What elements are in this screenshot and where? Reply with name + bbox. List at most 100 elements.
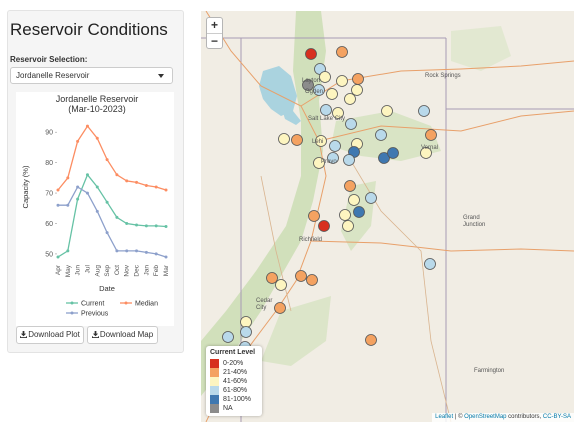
reservoir-marker[interactable] [240,326,252,338]
legend-label: 61-80% [223,387,248,394]
reservoir-select[interactable]: Jordanelle Reservoir [10,67,173,84]
data-point [154,252,158,256]
x-tick-label: Jan [143,265,150,276]
reservoir-marker[interactable] [302,79,314,91]
reservoir-marker[interactable] [345,118,357,130]
reservoir-marker[interactable] [418,105,430,117]
data-point [56,188,60,192]
reservoir-marker[interactable] [378,152,390,164]
reservoir-marker[interactable] [275,279,287,291]
map-label-grand-junction: Grand Junction [463,215,486,228]
reservoir-marker[interactable] [425,129,437,141]
reservoir-marker[interactable] [278,133,290,145]
map-label-rock-springs: Rock Springs [425,73,461,79]
data-point [95,209,99,213]
reservoir-marker[interactable] [343,154,355,166]
data-point [125,179,129,183]
x-tick-label: Sep [104,265,111,277]
y-tick-label: 80 [45,160,53,167]
reservoir-marker[interactable] [375,129,387,141]
reservoir-marker[interactable] [291,134,303,146]
legend-swatch [210,386,219,395]
zoom-in-button[interactable]: + [210,18,218,32]
chart-ylabel: Capacity (%) [21,165,30,208]
license-link[interactable]: CC-BY-SA [542,414,571,420]
map-label-ogden: Ogden [305,89,324,95]
legend-label: Median [135,301,158,308]
reservoir-marker[interactable] [329,140,341,152]
reservoir-marker[interactable] [339,209,351,221]
reservoir-marker[interactable] [319,71,331,83]
reservoir-marker[interactable] [318,220,330,232]
reservoir-marker[interactable] [327,152,339,164]
legend-marker [70,301,74,305]
leaflet-link[interactable]: Leaflet [435,414,454,420]
data-point [115,215,119,219]
legend-label: Previous [81,311,109,318]
reservoir-marker[interactable] [320,104,332,116]
reservoir-marker[interactable] [351,84,363,96]
data-point [135,249,139,253]
reservoir-marker[interactable] [308,210,320,222]
download-icon [91,331,99,338]
x-tick-label: Jun [75,265,82,276]
data-point [144,250,148,254]
reservoir-marker[interactable] [352,73,364,85]
reservoir-marker[interactable] [274,302,286,314]
reservoir-map[interactable]: Rock Springs Salt Lake City Layton Ogden… [201,11,574,422]
download-icon [20,331,28,338]
data-point [115,249,119,253]
reservoir-marker[interactable] [336,46,348,58]
reservoir-marker[interactable] [326,88,338,100]
x-tick-label: Oct [114,265,121,275]
reservoir-marker[interactable] [305,48,317,60]
chevron-down-icon [158,74,164,78]
legend-row: 0-20% [210,359,243,368]
reservoir-marker[interactable] [336,75,348,87]
reservoir-marker[interactable] [315,135,327,147]
y-tick-label: 70 [45,191,53,198]
x-tick-label: May [65,264,72,277]
reservoir-marker[interactable] [266,272,278,284]
reservoir-marker[interactable] [295,270,307,282]
x-tick-label: Feb [153,265,160,277]
reservoir-marker[interactable] [313,84,325,96]
legend-label: 21-40% [223,369,248,376]
reservoir-marker[interactable] [365,334,377,346]
legend-label: 0-20% [223,360,244,367]
data-point [144,183,148,187]
download-map-button[interactable]: Download Map [87,326,158,344]
reservoir-marker[interactable] [344,180,356,192]
reservoir-marker[interactable] [348,194,360,206]
reservoir-marker[interactable] [387,147,399,159]
reservoir-marker[interactable] [332,107,344,119]
attribution-sep: | © [453,414,465,420]
reservoir-marker[interactable] [365,192,377,204]
data-point [66,249,70,253]
reservoir-marker[interactable] [381,105,393,117]
data-point [56,203,60,207]
reservoir-marker[interactable] [313,157,325,169]
data-point [164,188,168,192]
legend-label: Current [81,301,104,308]
reservoir-marker[interactable] [353,206,365,218]
data-point [154,185,158,189]
zoom-out-button[interactable]: − [210,34,218,48]
reservoir-marker[interactable] [424,258,436,270]
reservoir-marker[interactable] [420,147,432,159]
data-point [135,223,139,227]
data-point [154,224,158,228]
reservoir-marker[interactable] [240,316,252,328]
legend-swatch [210,404,219,413]
data-point [105,158,109,162]
reservoir-marker[interactable] [306,274,318,286]
legend-row: NA [210,404,233,413]
reservoir-marker[interactable] [342,220,354,232]
y-tick-label: 60 [45,221,53,228]
reservoir-marker[interactable] [344,93,356,105]
download-plot-button[interactable]: Download Plot [16,326,84,344]
osm-link[interactable]: OpenStreetMap [464,414,507,420]
legend-row: 61-80% [210,386,247,395]
map-label-salt-lake-city: Salt Lake City [308,116,346,122]
reservoir-marker[interactable] [222,331,234,343]
